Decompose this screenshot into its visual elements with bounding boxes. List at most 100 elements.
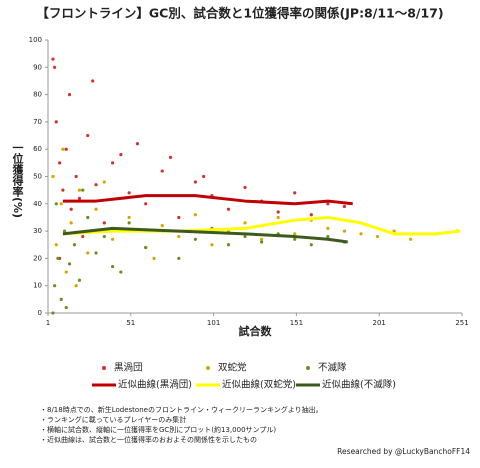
point (293, 237, 297, 241)
point (168, 155, 173, 159)
point (72, 243, 77, 247)
point (110, 264, 115, 269)
point (61, 147, 65, 151)
y-tick-label: 10 (33, 282, 42, 290)
point (293, 191, 297, 195)
x-tick-label: 101 (207, 319, 220, 327)
point (94, 251, 98, 255)
point (59, 202, 63, 206)
point (77, 278, 82, 282)
note: ・横軸に試合数、縦軸に一位獲得率をGC別にプロット(約13,000サンプル) (40, 425, 276, 434)
fit-line (62, 194, 353, 206)
point (110, 161, 115, 165)
point (56, 256, 60, 260)
point (77, 196, 82, 200)
point (74, 174, 78, 179)
point (74, 284, 78, 288)
point (94, 183, 98, 187)
point (53, 65, 57, 69)
y-axis-label: 一位獲得率(%) (11, 142, 25, 218)
y-tick-label: 0 (38, 309, 42, 317)
y-tick-label: 20 (33, 254, 42, 262)
point (342, 229, 347, 233)
y-tick-label: 80 (33, 91, 42, 99)
legend-label: 近似曲線(黒渦団) (118, 379, 192, 391)
point (160, 224, 164, 228)
point (119, 153, 123, 157)
point (86, 215, 90, 220)
point (177, 256, 181, 260)
point (64, 147, 68, 151)
point (326, 226, 330, 230)
point (54, 202, 58, 206)
y-tick-label: 40 (33, 200, 42, 208)
point (293, 232, 297, 236)
point (61, 188, 65, 192)
point (226, 207, 231, 211)
point (160, 169, 164, 173)
point (144, 202, 148, 206)
y-tick-label: 50 (33, 173, 42, 181)
point (409, 237, 413, 241)
legend-marker (206, 366, 210, 370)
point (64, 270, 68, 274)
legend-label: 双蛇党 (218, 362, 247, 374)
point (127, 191, 131, 195)
point (57, 161, 62, 165)
point (342, 204, 347, 209)
point (91, 79, 95, 83)
point (135, 142, 140, 146)
point (392, 229, 396, 233)
point (375, 234, 380, 239)
point (193, 237, 197, 241)
x-tick-label: 1 (46, 319, 50, 327)
legend-label: 近似曲線(双蛇党) (222, 379, 296, 391)
x-axis-label: 試合数 (239, 324, 273, 338)
point (243, 185, 247, 190)
point (127, 215, 131, 220)
y-tick-label: 70 (33, 118, 42, 126)
credit: Researched by @LuckyBanchoFF14 (337, 447, 470, 456)
point (177, 215, 181, 220)
point (81, 234, 85, 239)
point (67, 262, 72, 266)
point (94, 207, 98, 211)
legend-marker (102, 366, 106, 370)
point (193, 213, 197, 217)
point (51, 174, 55, 179)
point (64, 305, 68, 310)
point (119, 270, 123, 274)
point (67, 93, 72, 97)
point (326, 234, 330, 239)
point (193, 180, 197, 184)
point (69, 207, 73, 211)
point (202, 174, 206, 179)
point (127, 221, 131, 225)
x-tick-label: 251 (455, 319, 468, 327)
point (326, 202, 330, 206)
point (276, 210, 280, 214)
point (152, 256, 156, 260)
chart-title: 【フロントライン】GC別、試合数と1位獲得率の関係(JP:8/11〜8/17) (36, 6, 443, 21)
point (102, 221, 106, 225)
note: ・ランキングに載っているプレイヤーのみ集計 (40, 415, 186, 424)
point (260, 237, 264, 241)
point (62, 229, 67, 233)
point (260, 240, 264, 244)
point (69, 221, 73, 225)
point (86, 251, 90, 255)
point (276, 215, 280, 220)
note: ・8/18時点での、新生Lodestoneのフロントライン・ウィークリーランキン… (40, 405, 323, 414)
point (54, 120, 58, 124)
point (59, 297, 63, 301)
point (81, 188, 85, 192)
point (144, 245, 148, 250)
point (51, 57, 55, 61)
point (210, 243, 214, 247)
point (110, 237, 115, 241)
y-tick-label: 90 (33, 63, 42, 71)
note: ・近似曲線は、試合数と一位獲得率のおおよその関係性を示したもの (40, 435, 257, 444)
x-tick-label: 151 (290, 319, 303, 327)
point (102, 180, 106, 184)
point (54, 243, 58, 247)
